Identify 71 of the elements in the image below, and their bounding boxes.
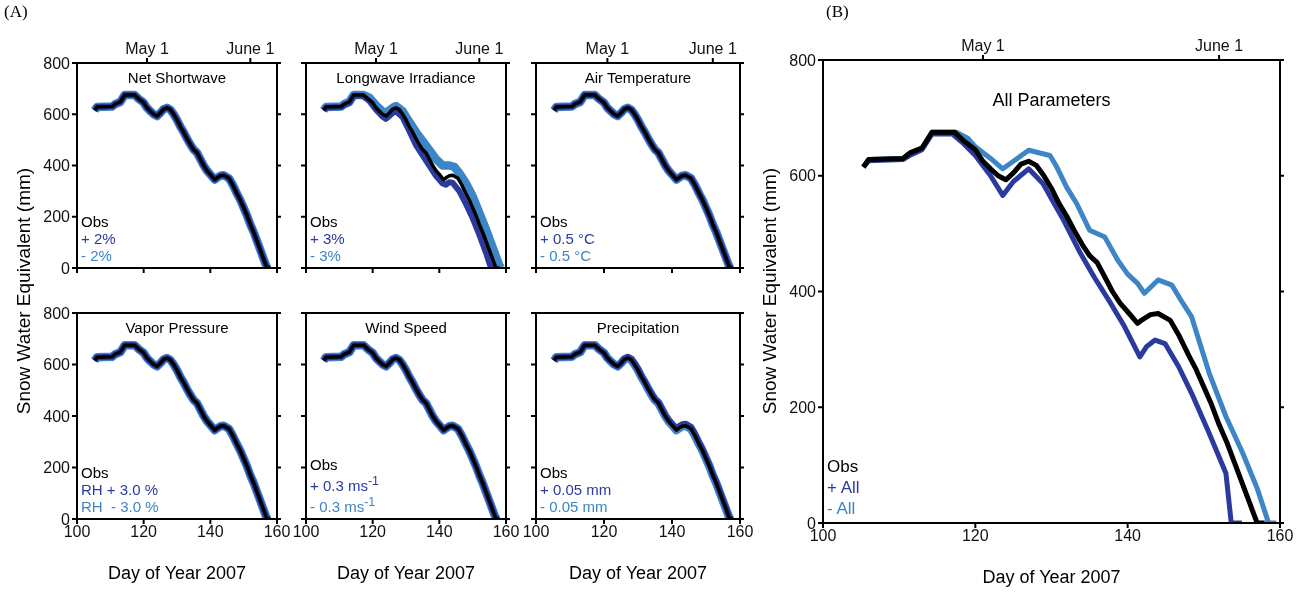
- y-tick-label: 200: [43, 208, 71, 226]
- text: - 0.3 ms$^{-1}$: [310, 494, 377, 515]
- x2-tick-label: May 1: [961, 37, 1005, 54]
- x-axis-title: Day of Year 2007: [981, 567, 1122, 588]
- x-tick-label: 160: [1266, 527, 1294, 545]
- y-tick-label: 400: [43, 157, 71, 175]
- y-tick-label: 200: [43, 459, 71, 477]
- text: - 0.5 °C: [540, 247, 592, 264]
- chart-title: Air Temperature: [583, 69, 693, 86]
- x2-tick-label: May 1: [354, 40, 398, 57]
- y-tick-label: 600: [43, 356, 71, 374]
- chart-title: Vapor Pressure: [124, 319, 230, 336]
- x-tick-label: 160: [263, 523, 291, 541]
- y-tick-label: 800: [789, 51, 817, 69]
- text: All Parameters: [991, 90, 1112, 111]
- x2-tick-label: June 1: [688, 40, 737, 57]
- text: - 3%: [310, 247, 342, 264]
- y-axis-title: Snow Water Equivalent (mm): [13, 167, 35, 415]
- x2-tick-label: June 1: [455, 40, 504, 57]
- text: - 0.05 mm: [540, 498, 609, 515]
- x-tick-label: 160: [726, 523, 754, 541]
- text: (B): [826, 2, 849, 22]
- chart-title: Longwave Irradiance: [335, 69, 477, 86]
- x-tick-label: 120: [130, 523, 158, 541]
- x-axis-title: Day of Year 2007: [106, 563, 248, 584]
- text: - 2%: [81, 247, 113, 264]
- x-tick-label: 120: [961, 527, 989, 545]
- text: (A): [4, 2, 28, 22]
- x-tick-label: 120: [590, 523, 618, 541]
- text: Obs: [310, 213, 339, 230]
- x2-tick-label: June 1: [1195, 37, 1244, 54]
- chart-title: Wind Speed: [364, 319, 448, 336]
- text: + 0.5 °C: [540, 230, 595, 247]
- text: Obs: [540, 464, 569, 481]
- text: + All: [827, 477, 860, 498]
- text: RH + 3.0 %: [81, 481, 159, 498]
- y-tick-label: 400: [43, 407, 71, 425]
- text: - All: [827, 498, 857, 519]
- y-tick-label: 800: [43, 54, 71, 72]
- x-axis-title: Day of Year 2007: [567, 563, 709, 584]
- x-tick-label: 160: [492, 523, 520, 541]
- y-tick-label: 800: [43, 304, 71, 322]
- text: RH - 3.0 %: [81, 498, 159, 515]
- text: + 3%: [310, 230, 345, 247]
- x2-tick-label: May 1: [585, 40, 630, 57]
- x-tick-label: 100: [522, 523, 550, 541]
- y-tick-label: 400: [789, 283, 817, 301]
- x-tick-label: 100: [292, 523, 320, 541]
- x-tick-label: 140: [196, 523, 224, 541]
- text: Obs: [81, 464, 110, 481]
- y-tick-label: 600: [43, 105, 71, 123]
- x2-tick-label: June 1: [226, 40, 275, 57]
- text: + 2%: [81, 230, 116, 247]
- y-tick-label: 0: [61, 259, 71, 277]
- x2-tick-label: May 1: [125, 40, 169, 57]
- x-tick-label: 140: [425, 523, 453, 541]
- chart-title: Net Shortwave: [126, 69, 228, 86]
- text: Obs: [540, 213, 569, 230]
- text: + 0.05 mm: [540, 481, 612, 498]
- y-axis-title: Snow Water Equivalent (mm): [759, 167, 781, 415]
- y-tick-label: 200: [789, 398, 817, 416]
- x-tick-label: 140: [1114, 527, 1142, 545]
- x-axis-title: Day of Year 2007: [335, 563, 477, 584]
- text: Obs: [81, 213, 110, 230]
- chart-title: Precipitation: [595, 319, 681, 336]
- y-tick-label: 600: [789, 167, 817, 185]
- x-tick-label: 140: [658, 523, 686, 541]
- text: Obs: [310, 456, 339, 473]
- text: Obs: [827, 456, 860, 477]
- text: + 0.3 ms$^{-1}$: [310, 473, 380, 494]
- x-tick-label: 120: [359, 523, 387, 541]
